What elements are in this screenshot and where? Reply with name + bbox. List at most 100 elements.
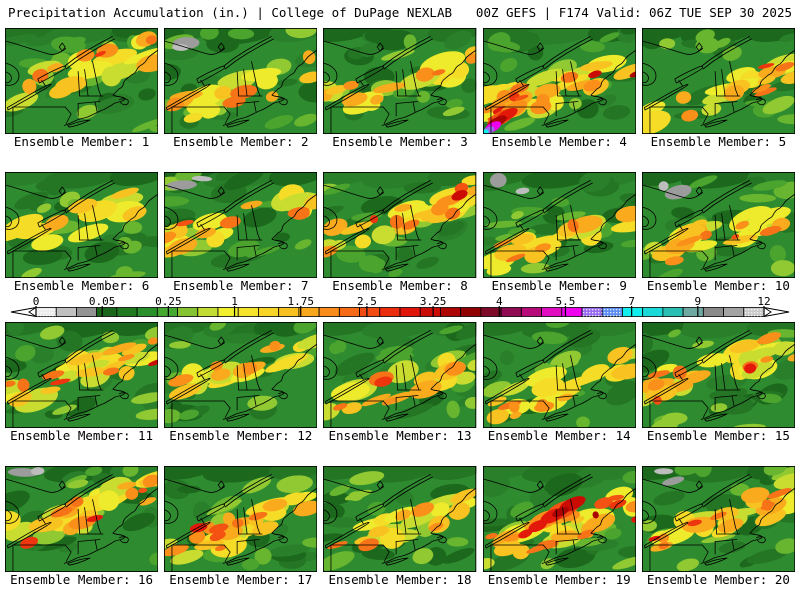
ensemble-member-label: Ensemble Member: 20 [646, 572, 790, 587]
precip-map [482, 322, 636, 428]
map-border [164, 28, 318, 134]
ensemble-member-label: Ensemble Member: 7 [173, 278, 309, 293]
colorbar-segment [662, 307, 684, 317]
map-border [482, 466, 636, 572]
geography-outlines [5, 36, 159, 134]
ensemble-member-label: Ensemble Member: 9 [491, 278, 627, 293]
geography-outlines [482, 180, 636, 278]
colorbar-segment [278, 307, 300, 317]
map-border [482, 172, 636, 278]
ensemble-map-panel-6: Ensemble Member: 6 [5, 172, 159, 294]
ensemble-member-label: Ensemble Member: 3 [332, 134, 468, 149]
ensemble-map-panel-2: Ensemble Member: 2 [164, 28, 318, 150]
map-border [5, 466, 159, 572]
precip-map [5, 466, 159, 572]
precip-map [5, 28, 159, 134]
ensemble-member-label: Ensemble Member: 4 [491, 134, 627, 149]
map-border [164, 172, 318, 278]
colorbar-tick-label: 0.05 [89, 296, 116, 308]
geography-outlines [164, 180, 318, 278]
colorbar-segment [338, 307, 360, 317]
ensemble-map-panel-19: Ensemble Member: 19 [482, 466, 636, 588]
precip-map [482, 172, 636, 278]
map-border [5, 28, 159, 134]
colorbar-tick-label: 0.25 [155, 296, 182, 308]
colorbar-segment [561, 307, 583, 317]
ensemble-member-label: Ensemble Member: 17 [169, 572, 313, 587]
colorbar-segment [55, 307, 77, 317]
colorbar-segment [500, 307, 522, 317]
colorbar-segment [379, 307, 401, 317]
colorbar-segment [318, 307, 340, 317]
ensemble-member-label: Ensemble Member: 12 [169, 428, 313, 443]
ensemble-map-panel-11: Ensemble Member: 11 [5, 322, 159, 444]
ensemble-map-panel-18: Ensemble Member: 18 [323, 466, 477, 588]
colorbar-segment [419, 307, 441, 317]
geography-outlines [5, 330, 159, 428]
map-border [323, 172, 477, 278]
precip-map [641, 172, 796, 278]
colorbar-segment [258, 307, 280, 317]
colorbar-tick-label: 5.5 [556, 296, 576, 308]
colorbar-segment [156, 307, 178, 317]
colorbar-left-arrow [10, 307, 37, 317]
colorbar-segment [622, 307, 644, 317]
ensemble-row-3: Ensemble Member: 11 Ensemble Member: 12 … [0, 322, 800, 444]
geography-outlines [482, 474, 636, 572]
geography-outlines [641, 180, 796, 278]
colorbar-segment [136, 307, 158, 317]
map-border [323, 466, 477, 572]
map-border [641, 322, 796, 428]
map-border [5, 322, 159, 428]
colorbar-segment [399, 307, 421, 317]
geography-outlines [323, 180, 477, 278]
colorbar-segment [702, 307, 724, 317]
ensemble-map-panel-12: Ensemble Member: 12 [164, 322, 318, 444]
precip-map [164, 28, 318, 134]
precip-map [482, 28, 636, 134]
ensemble-member-label: Ensemble Member: 2 [173, 134, 309, 149]
colorbar-segment [76, 307, 98, 317]
product-title: Precipitation Accumulation (in.) | Colle… [8, 5, 453, 20]
precip-map [641, 322, 796, 428]
map-border [323, 28, 477, 134]
map-border [641, 172, 796, 278]
ensemble-member-label: Ensemble Member: 6 [13, 278, 150, 293]
ensemble-map-panel-20: Ensemble Member: 20 [641, 466, 796, 588]
map-border [641, 28, 796, 134]
geography-outlines [164, 330, 318, 428]
map-border [5, 172, 159, 278]
map-border [641, 466, 796, 572]
ensemble-map-panel-16: Ensemble Member: 16 [5, 466, 159, 588]
colorbar-segment [298, 307, 320, 317]
map-border [164, 322, 318, 428]
ensemble-member-label: Ensemble Member: 14 [487, 428, 631, 443]
precip-map [164, 322, 318, 428]
ensemble-member-label: Ensemble Member: 13 [328, 428, 472, 443]
ensemble-map-panel-1: Ensemble Member: 1 [5, 28, 159, 150]
colorbar-segment [237, 307, 259, 317]
colorbar-segment [541, 307, 563, 317]
ensemble-map-panel-3: Ensemble Member: 3 [323, 28, 477, 150]
ensemble-map-panel-9: Ensemble Member: 9 [482, 172, 636, 294]
ensemble-member-label: Ensemble Member: 10 [646, 278, 790, 293]
precip-map [5, 172, 159, 278]
colorbar-segment [359, 307, 381, 317]
geography-outlines [164, 474, 318, 572]
map-border [323, 322, 477, 428]
colorbar-segment [480, 307, 502, 317]
colorbar-tick-label: 9 [695, 296, 702, 308]
precip-map [323, 466, 477, 572]
geography-outlines [164, 36, 318, 134]
precip-map [5, 322, 159, 428]
colorbar-segment [682, 307, 704, 317]
colorbar-right-arrow [763, 307, 790, 317]
ensemble-member-label: Ensemble Member: 18 [328, 572, 472, 587]
colorbar-segment [177, 307, 199, 317]
ensemble-map-panel-17: Ensemble Member: 17 [164, 466, 318, 588]
title-bar: Precipitation Accumulation (in.) | Colle… [0, 0, 800, 20]
geography-outlines [323, 474, 477, 572]
map-border [482, 28, 636, 134]
ensemble-member-label: Ensemble Member: 19 [487, 572, 631, 587]
ensemble-map-panel-4: Ensemble Member: 4 [482, 28, 636, 150]
